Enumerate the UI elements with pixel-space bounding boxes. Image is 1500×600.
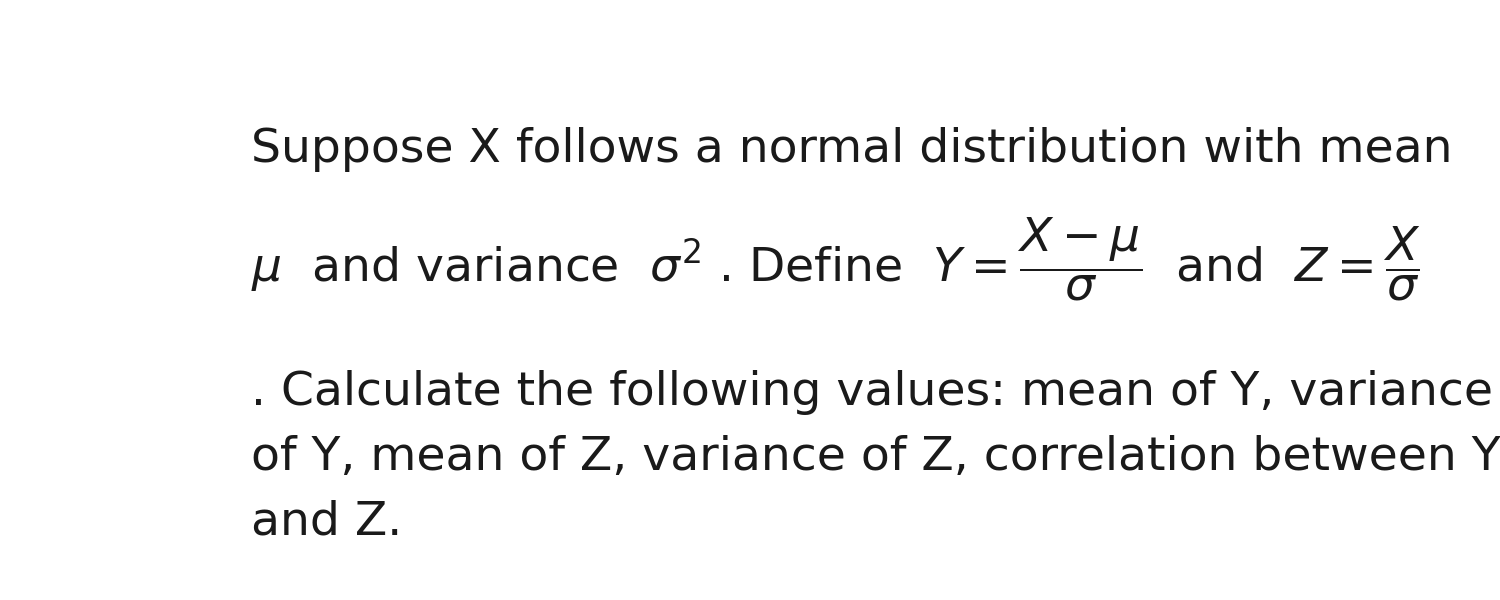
Text: and Z.: and Z. — [252, 499, 402, 544]
Text: Suppose X follows a normal distribution with mean: Suppose X follows a normal distribution … — [252, 127, 1454, 172]
Text: $\mu$  and variance  $\sigma^2$ . Define  $Y = \dfrac{X-\mu}{\sigma}$  and  $Z =: $\mu$ and variance $\sigma^2$ . Define $… — [252, 215, 1420, 303]
Text: of Y, mean of Z, variance of Z, correlation between Y: of Y, mean of Z, variance of Z, correlat… — [252, 434, 1500, 479]
Text: . Calculate the following values: mean of Y, variance: . Calculate the following values: mean o… — [252, 370, 1494, 415]
